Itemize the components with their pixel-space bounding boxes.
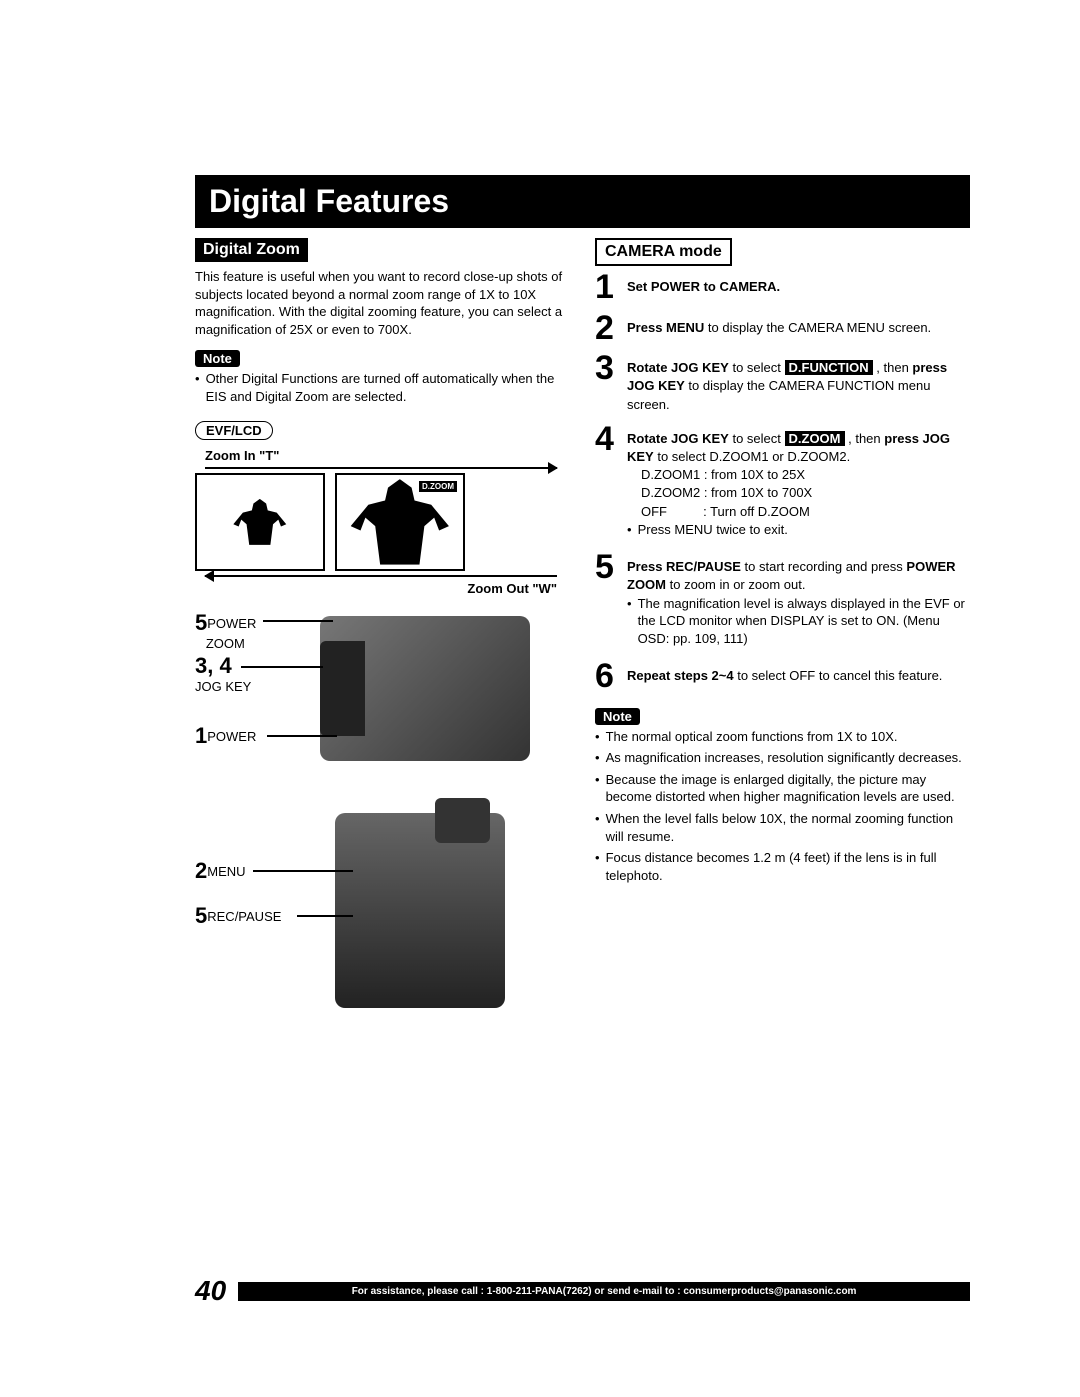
step-number: 2 bbox=[595, 313, 627, 344]
note-bullet: When the level falls below 10X, the norm… bbox=[595, 810, 970, 845]
page-title-bar: Digital Features bbox=[195, 175, 970, 228]
zoom-out-label: Zoom Out "W" bbox=[195, 581, 557, 596]
callout-power: 1POWER bbox=[195, 723, 256, 749]
step-number: 4 bbox=[595, 424, 627, 542]
zoom-in-label: Zoom In "T" bbox=[205, 448, 567, 463]
content-columns: Digital Zoom This feature is useful when… bbox=[195, 238, 970, 1028]
note-label-right: Note bbox=[595, 708, 640, 725]
note-bullet: Focus distance becomes 1.2 m (4 feet) if… bbox=[595, 849, 970, 884]
step-6: 6Repeat steps 2~4 to select OFF to cance… bbox=[595, 661, 970, 692]
evf-image-zoom: D.ZOOM bbox=[335, 473, 465, 571]
step-5: 5Press REC/PAUSE to start recording and … bbox=[595, 552, 970, 651]
step-body: Press REC/PAUSE to start recording and p… bbox=[627, 552, 970, 651]
evf-images: D.ZOOM bbox=[195, 473, 567, 571]
step-3: 3Rotate JOG KEY to select D.FUNCTION , t… bbox=[595, 353, 970, 414]
step-number: 6 bbox=[595, 661, 627, 692]
step-number: 1 bbox=[595, 272, 627, 303]
step-number: 3 bbox=[595, 353, 627, 414]
camera-illustration: 5POWER ZOOM 3, 4 JOG KEY 1POWER 2MENU bbox=[195, 608, 567, 1028]
camera-side-view bbox=[320, 616, 530, 761]
step-body: Set POWER to CAMERA. bbox=[627, 272, 780, 303]
step-body: Repeat steps 2~4 to select OFF to cancel… bbox=[627, 661, 942, 692]
step-1: 1Set POWER to CAMERA. bbox=[595, 272, 970, 303]
zoom-in-arrow bbox=[205, 467, 557, 469]
dzoom-badge: D.ZOOM bbox=[419, 481, 457, 492]
step-4: 4Rotate JOG KEY to select D.ZOOM , then … bbox=[595, 424, 970, 542]
digital-zoom-label: Digital Zoom bbox=[195, 238, 308, 262]
assistance-bar: For assistance, please call : 1-800-211-… bbox=[238, 1282, 970, 1301]
note-label-left: Note bbox=[195, 350, 240, 367]
zoom-out-arrow bbox=[205, 575, 557, 577]
step-body: Press MENU to display the CAMERA MENU sc… bbox=[627, 313, 931, 344]
callout-power-zoom: 5POWER ZOOM bbox=[195, 610, 256, 651]
camera-top-view bbox=[335, 813, 505, 1008]
note-bullet: Because the image is enlarged digitally,… bbox=[595, 771, 970, 806]
step-body: Rotate JOG KEY to select D.FUNCTION , th… bbox=[627, 353, 970, 414]
steps-list: 1Set POWER to CAMERA.2Press MENU to disp… bbox=[595, 272, 970, 692]
left-column: Digital Zoom This feature is useful when… bbox=[195, 238, 567, 1028]
evf-image-wide bbox=[195, 473, 325, 571]
callout-menu: 2MENU bbox=[195, 858, 246, 884]
digital-zoom-intro: This feature is useful when you want to … bbox=[195, 268, 567, 338]
manual-page: Digital Features Digital Zoom This featu… bbox=[0, 0, 1080, 1397]
evf-lcd-label: EVF/LCD bbox=[195, 421, 273, 440]
notes-list: The normal optical zoom functions from 1… bbox=[595, 728, 970, 884]
step-2: 2Press MENU to display the CAMERA MENU s… bbox=[595, 313, 970, 344]
note-bullet: The normal optical zoom functions from 1… bbox=[595, 728, 970, 746]
step-number: 5 bbox=[595, 552, 627, 651]
page-number: 40 bbox=[195, 1275, 226, 1307]
right-column: CAMERA mode 1Set POWER to CAMERA.2Press … bbox=[595, 238, 970, 1028]
callout-jog-key: 3, 4 JOG KEY bbox=[195, 653, 251, 694]
callout-rec-pause: 5REC/PAUSE bbox=[195, 903, 281, 929]
note-bullet: As magnification increases, resolution s… bbox=[595, 749, 970, 767]
page-footer: 40 For assistance, please call : 1-800-2… bbox=[195, 1275, 970, 1307]
step-body: Rotate JOG KEY to select D.ZOOM , then p… bbox=[627, 424, 970, 542]
page-title: Digital Features bbox=[209, 183, 956, 220]
camera-mode-label: CAMERA mode bbox=[595, 238, 732, 266]
note-bullet-left: Other Digital Functions are turned off a… bbox=[195, 370, 567, 405]
